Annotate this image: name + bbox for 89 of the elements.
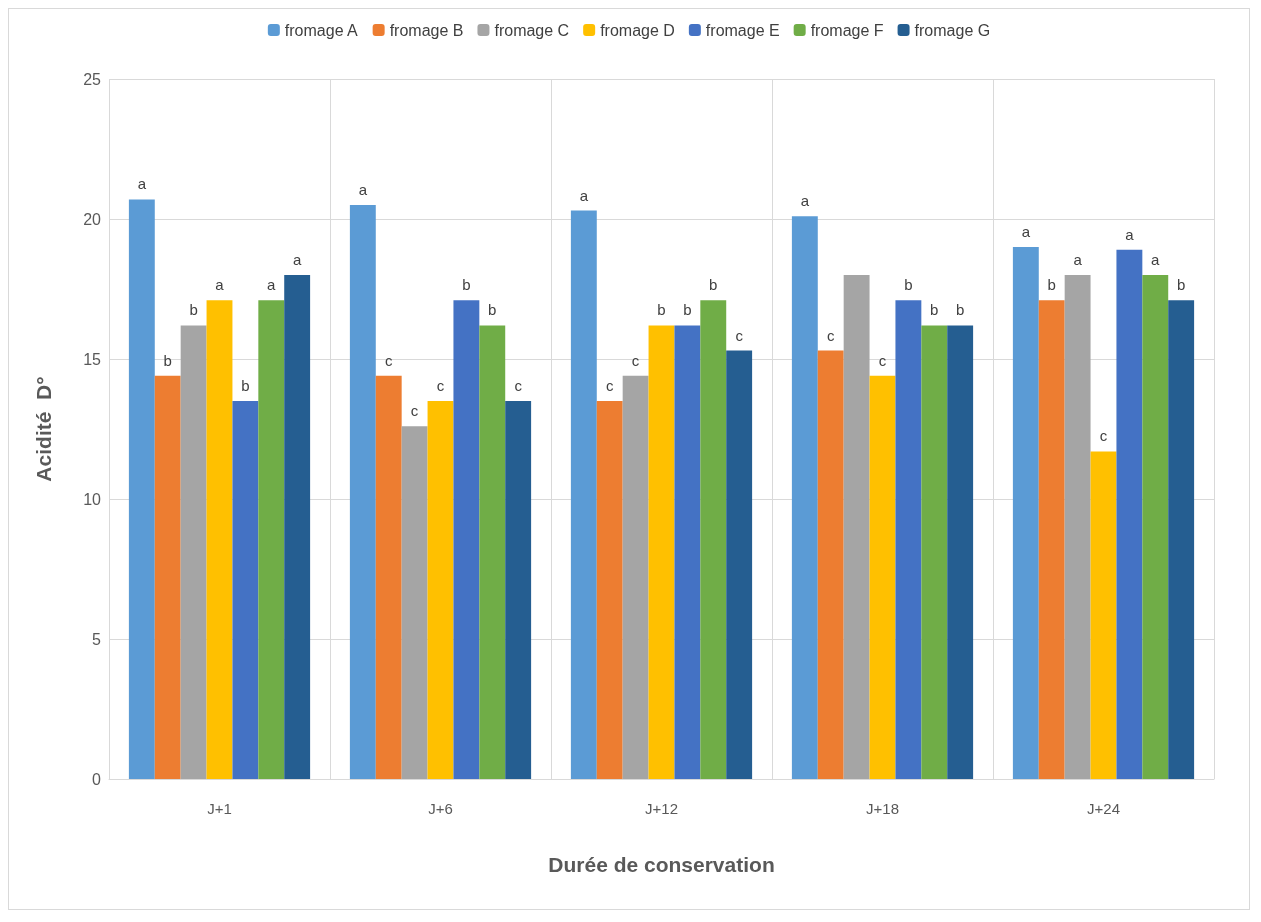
bar <box>154 375 181 779</box>
data-label: a <box>800 192 810 210</box>
bar <box>505 401 532 779</box>
data-label: a <box>1151 251 1161 268</box>
bar <box>1116 249 1143 779</box>
bar <box>401 426 428 779</box>
data-label: a <box>292 251 302 268</box>
data-label: b <box>163 351 172 369</box>
data-label: b <box>657 301 666 319</box>
bar <box>479 325 506 779</box>
y-tick-label: 5 <box>92 630 102 648</box>
bar <box>596 401 623 779</box>
data-label: a <box>215 276 225 294</box>
bar <box>843 275 870 779</box>
data-label: b <box>1176 276 1186 294</box>
bar <box>284 275 311 779</box>
data-label: a <box>579 186 589 204</box>
legend-label: fromage G <box>914 21 991 39</box>
bar <box>375 375 402 779</box>
data-label: c <box>878 351 887 369</box>
bar <box>947 325 974 779</box>
bar <box>1168 300 1195 779</box>
legend-label: fromage E <box>705 21 780 39</box>
data-label: c <box>826 326 835 344</box>
data-label: b <box>488 301 497 319</box>
data-label: b <box>462 276 471 294</box>
bar <box>895 300 922 779</box>
data-label: a <box>1073 251 1083 268</box>
legend-label: fromage C <box>494 21 570 39</box>
data-label: c <box>410 402 419 420</box>
bar <box>570 210 597 779</box>
data-label: b <box>709 276 718 294</box>
data-label: b <box>1047 276 1056 294</box>
y-tick-label: 0 <box>92 770 102 788</box>
data-label: c <box>631 351 640 369</box>
bar <box>1064 275 1091 779</box>
bar <box>258 300 285 779</box>
bar <box>1142 275 1169 779</box>
legend-label: fromage B <box>389 21 464 39</box>
data-label: b <box>904 276 913 294</box>
data-label: c <box>1099 427 1108 445</box>
data-label: a <box>1021 223 1031 240</box>
legend-label: fromage F <box>810 21 884 39</box>
legend-label: fromage A <box>284 21 359 39</box>
bar <box>791 216 818 779</box>
bar <box>869 375 896 779</box>
data-label: a <box>137 175 147 193</box>
bar <box>726 350 753 779</box>
bar <box>817 350 844 779</box>
data-label: c <box>514 377 523 394</box>
bar <box>206 300 233 779</box>
data-label: c <box>384 351 393 369</box>
y-tick-label: 25 <box>83 70 102 88</box>
data-label: b <box>241 377 250 394</box>
data-label: c <box>436 377 445 394</box>
bar <box>700 300 727 779</box>
bar <box>1090 451 1117 779</box>
bar <box>427 401 454 779</box>
y-tick-label: 15 <box>83 350 102 368</box>
data-label: c <box>735 326 744 344</box>
bar <box>674 325 701 779</box>
bar <box>453 300 480 779</box>
data-label: c <box>605 377 614 394</box>
x-tick-label: J+24 <box>1087 800 1120 817</box>
data-label: b <box>955 301 965 319</box>
bar <box>128 199 155 779</box>
data-label: b <box>683 301 692 319</box>
data-label: a <box>267 276 277 294</box>
bar <box>232 401 259 779</box>
data-label: b <box>189 301 198 319</box>
bar <box>180 325 207 779</box>
x-tick-label: J+6 <box>428 800 453 817</box>
y-axis-title: Acidité D° <box>32 376 55 482</box>
x-tick-label: J+1 <box>207 800 232 817</box>
bar <box>1012 247 1039 779</box>
y-tick-label: 10 <box>83 490 102 508</box>
legend-label: fromage D <box>600 21 675 39</box>
bar <box>349 205 376 779</box>
bar <box>921 325 948 779</box>
y-tick-label: 20 <box>83 210 102 228</box>
bar <box>648 325 675 779</box>
x-tick-label: J+18 <box>866 800 899 817</box>
bar <box>622 375 649 779</box>
x-tick-label: J+12 <box>645 800 678 817</box>
data-label: a <box>358 181 368 198</box>
data-label: a <box>1125 225 1135 243</box>
x-axis-title: Durée de conservation <box>548 853 775 876</box>
bar <box>1038 300 1065 779</box>
data-label: b <box>930 301 939 319</box>
